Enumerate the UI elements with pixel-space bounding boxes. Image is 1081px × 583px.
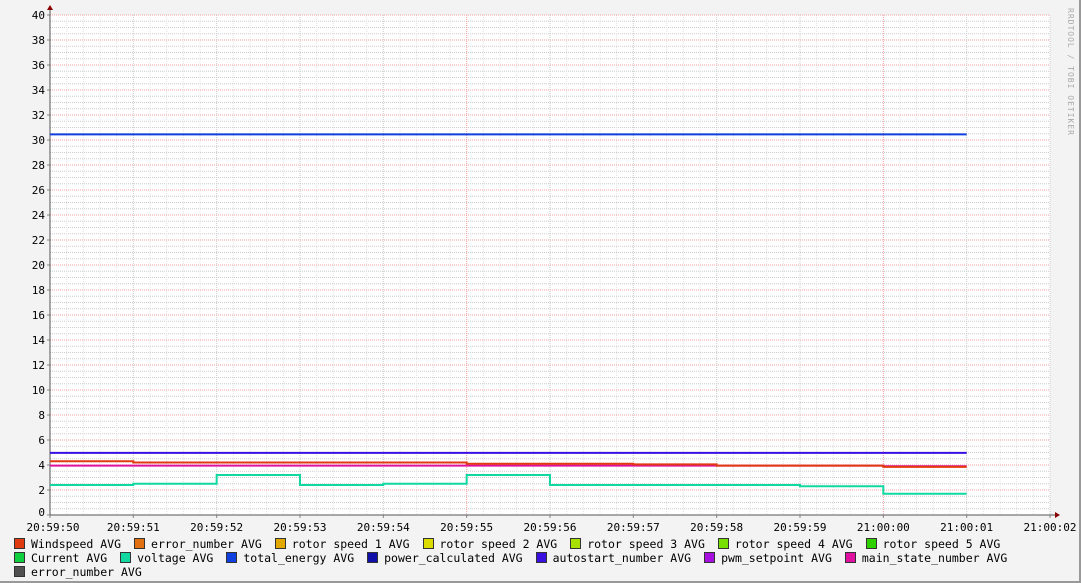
y-tick-label: 6 [38, 434, 45, 447]
legend-item: main_state_number AVG [844, 551, 1008, 565]
legend-swatch [14, 566, 25, 577]
legend-label: voltage AVG [137, 551, 214, 565]
legend-row: error_number AVG [14, 565, 1020, 579]
legend-item: pwm_setpoint AVG [704, 551, 832, 565]
legend-label: error_number AVG [31, 565, 142, 579]
legend-row: Current AVG voltage AVG total_energy AVG po… [14, 551, 1020, 565]
y-tick-label: 24 [32, 209, 46, 222]
x-tick-label: 20:59:58 [690, 521, 743, 534]
x-tick-label: 20:59:59 [774, 521, 827, 534]
y-tick-label: 8 [38, 409, 45, 422]
legend-item: rotor speed 3 AVG [570, 537, 705, 551]
y-tick-label: 32 [32, 109, 45, 122]
y-tick-label: 40 [32, 9, 45, 22]
legend-row: Windspeed AVG error_number AVG rotor speed… [14, 537, 1020, 551]
legend-label: rotor speed 2 AVG [439, 537, 558, 551]
x-tick-label: 20:59:52 [190, 521, 243, 534]
legend-label: rotor speed 3 AVG [587, 537, 705, 551]
legend-item: Current AVG [14, 551, 107, 565]
series-line-voltage-avg [50, 474, 967, 495]
watermark: RRDTOOL / TOBI OETIKER [1066, 8, 1075, 136]
x-tick-label: 21:00:02 [1024, 521, 1077, 534]
legend-item: error_number AVG [134, 537, 262, 551]
legend-swatch [274, 538, 286, 549]
y-tick-label: 30 [32, 134, 45, 147]
legend-swatch [120, 552, 132, 563]
legend-swatch [704, 552, 716, 563]
legend-label: Windspeed AVG [31, 537, 122, 551]
y-axis-arrow [47, 5, 53, 10]
legend-swatch [865, 538, 877, 549]
x-tick-label: 20:59:50 [27, 521, 80, 534]
legend-label: error_number AVG [151, 537, 262, 551]
legend-item: power_calculated AVG [367, 551, 523, 565]
y-tick-label: 2 [38, 484, 45, 497]
legend-label: autostart_number AVG [552, 551, 692, 565]
y-tick-label: 16 [32, 309, 45, 322]
legend-label: total_energy AVG [243, 551, 355, 565]
legend-swatch [570, 538, 582, 549]
legend-label: power_calculated AVG [384, 551, 523, 565]
y-tick-label: 10 [32, 384, 45, 397]
x-tick-label: 21:00:01 [940, 521, 993, 534]
legend-swatch [844, 552, 856, 563]
y-tick-label: 12 [32, 359, 45, 372]
x-tick-label: 20:59:54 [357, 521, 410, 534]
series-line-windspeed-avg [50, 460, 967, 468]
y-tick-label: 28 [32, 159, 45, 172]
chart-svg: 024681012141618202224262830323436384020:… [27, 5, 1077, 534]
legend-swatch [717, 538, 729, 549]
x-tick-label: 20:59:53 [274, 521, 327, 534]
legend-swatch [14, 552, 25, 563]
legend-item: rotor speed 4 AVG [717, 537, 853, 551]
y-tick-label: 22 [32, 234, 45, 247]
legend-label: rotor speed 4 AVG [734, 537, 853, 551]
legend-item: rotor speed 5 AVG [865, 537, 1001, 551]
x-tick-label: 21:00:00 [857, 521, 910, 534]
legend-label: main_state_number AVG [861, 551, 1008, 565]
legend-item: autostart_number AVG [535, 551, 692, 565]
legend-item: Windspeed AVG [14, 537, 121, 551]
legend-item: error_number AVG [14, 565, 142, 579]
legend-swatch [134, 538, 146, 549]
x-tick-label: 20:59:56 [524, 521, 577, 534]
y-tick-label: 0 [38, 506, 45, 519]
x-tick-label: 20:59:55 [440, 521, 493, 534]
y-tick-label: 14 [32, 334, 46, 347]
legend: Windspeed AVG error_number AVG rotor speed… [14, 537, 1020, 579]
legend-item: rotor speed 2 AVG [422, 537, 558, 551]
legend-label: pwm_setpoint AVG [721, 551, 832, 565]
y-tick-label: 18 [32, 284, 45, 297]
legend-label: rotor speed 1 AVG [291, 537, 410, 551]
legend-swatch [14, 538, 25, 549]
x-tick-label: 20:59:51 [107, 521, 160, 534]
legend-swatch [226, 552, 238, 563]
y-tick-label: 20 [32, 259, 45, 272]
legend-swatch [422, 538, 434, 549]
legend-swatch [367, 552, 379, 563]
legend-item: rotor speed 1 AVG [274, 537, 410, 551]
x-axis-arrow [1055, 512, 1060, 518]
y-tick-label: 26 [32, 184, 45, 197]
legend-label: Current AVG [31, 551, 108, 565]
legend-swatch [535, 552, 547, 563]
y-tick-label: 38 [32, 34, 45, 47]
legend-label: rotor speed 5 AVG [882, 537, 1001, 551]
x-tick-label: 20:59:57 [607, 521, 660, 534]
legend-item: voltage AVG [120, 551, 213, 565]
y-tick-label: 36 [32, 59, 45, 72]
legend-item: total_energy AVG [226, 551, 354, 565]
y-tick-label: 34 [32, 84, 46, 97]
y-tick-label: 4 [38, 459, 45, 472]
